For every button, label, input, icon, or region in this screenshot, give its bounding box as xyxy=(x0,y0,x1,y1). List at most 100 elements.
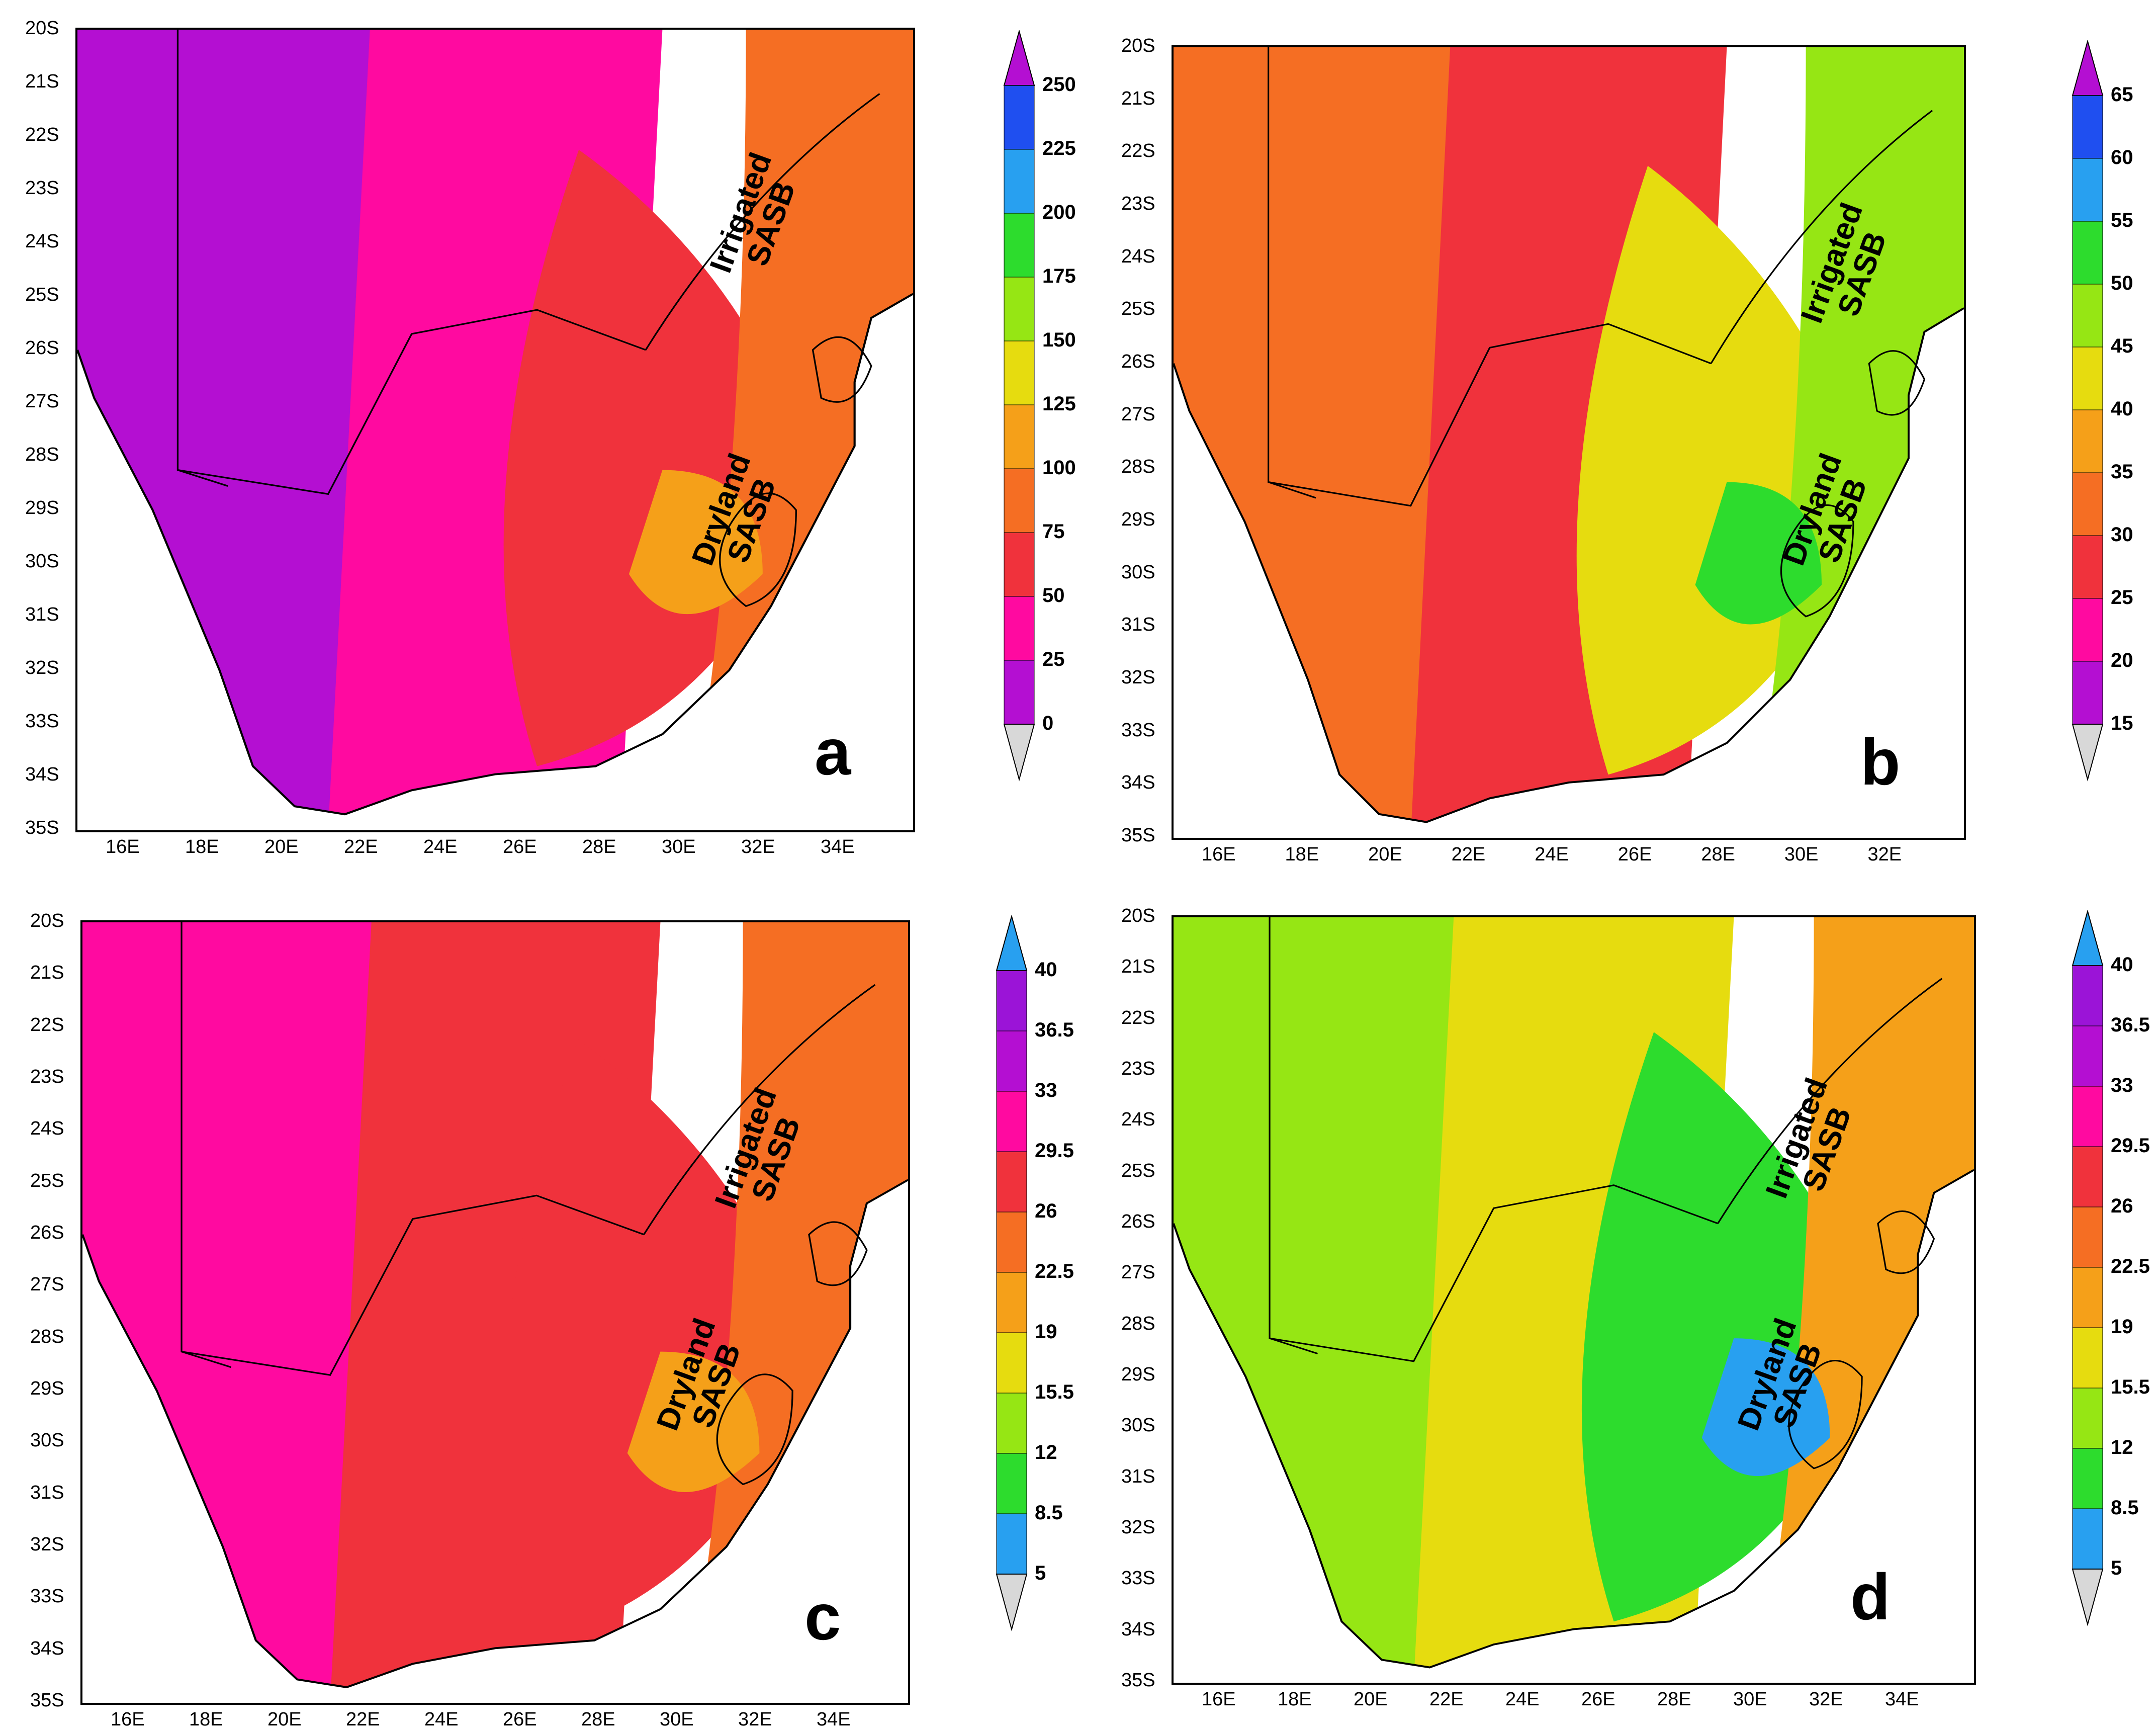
lon-tick-label: 32E xyxy=(741,836,775,857)
panel-letter: b xyxy=(1860,725,1901,799)
map-panel-d xyxy=(1172,915,1976,1685)
panel-letter: a xyxy=(815,715,851,789)
colorbar-segment xyxy=(2072,661,2103,725)
lat-tick-label: 21S xyxy=(1121,956,1155,978)
lat-tick-label: 21S xyxy=(1121,88,1155,109)
colorbar-label: 200 xyxy=(1042,201,1076,223)
colorbar-label: 250 xyxy=(1042,73,1076,96)
colorbar-label: 15 xyxy=(2111,712,2133,734)
colorbar-label: 100 xyxy=(1042,457,1076,479)
lon-tick-label: 20E xyxy=(267,1709,302,1730)
colorbar-label: 225 xyxy=(1042,137,1076,159)
country-border xyxy=(643,984,876,1235)
colorbar-segment xyxy=(996,1332,1027,1394)
map-panel-b xyxy=(1172,45,1966,840)
lon-tick-label: 34E xyxy=(1885,1689,1919,1710)
lon-tick-label: 32E xyxy=(1809,1689,1843,1710)
colorbar-segment xyxy=(996,1211,1027,1273)
lat-tick-label: 22S xyxy=(30,1014,64,1035)
colorbar-segment xyxy=(2072,1388,2103,1449)
lon-tick-label: 26E xyxy=(503,1709,537,1730)
colorbar-label: 36.5 xyxy=(1035,1019,1074,1041)
map-panel-c xyxy=(80,920,910,1705)
lon-tick-label: 28E xyxy=(1701,844,1735,865)
country-border xyxy=(1268,323,1712,507)
lat-tick-label: 26S xyxy=(30,1222,64,1243)
lat-tick-label: 29S xyxy=(30,1378,64,1399)
colorbar-segment xyxy=(1004,660,1035,725)
colorbar-segment xyxy=(1004,340,1035,405)
lat-tick-label: 21S xyxy=(25,71,59,92)
lat-tick-label: 31S xyxy=(1121,1465,1155,1487)
country-border xyxy=(177,309,646,495)
colorbar-a xyxy=(1003,30,1035,782)
lon-tick-label: 28E xyxy=(1657,1689,1691,1710)
lat-tick-label: 34S xyxy=(25,764,59,785)
colorbar-segment xyxy=(996,970,1027,1031)
colorbar-label: 29.5 xyxy=(2111,1135,2150,1157)
colorbar-label: 15.5 xyxy=(1035,1381,1074,1403)
field-highlands xyxy=(628,470,763,615)
lon-tick-label: 20E xyxy=(1354,1689,1388,1710)
field-highlands xyxy=(1695,482,1822,625)
lat-tick-label: 35S xyxy=(25,817,59,838)
lat-tick-label: 32S xyxy=(1121,1517,1155,1538)
colorbar-top-arrow xyxy=(996,915,1028,971)
lat-tick-label: 24S xyxy=(25,231,59,252)
lat-tick-label: 23S xyxy=(1121,193,1155,214)
colorbar-d xyxy=(2072,910,2104,1626)
colorbar-label: 12 xyxy=(1035,1441,1057,1463)
lat-tick-label: 20S xyxy=(1121,905,1155,926)
lat-tick-label: 33S xyxy=(30,1586,64,1607)
lat-tick-label: 22S xyxy=(1121,1007,1155,1028)
lat-tick-label: 25S xyxy=(1121,298,1155,320)
lat-tick-label: 23S xyxy=(25,178,59,199)
field-highlands xyxy=(1701,1338,1830,1477)
colorbar-label: 22.5 xyxy=(1035,1260,1074,1282)
colorbar-label: 150 xyxy=(1042,329,1076,351)
colorbar-bottom-arrow xyxy=(1003,724,1035,782)
lon-tick-label: 30E xyxy=(1784,844,1819,865)
lon-tick-label: 26E xyxy=(1581,1689,1615,1710)
lat-tick-label: 20S xyxy=(30,910,64,931)
country-border xyxy=(1269,1184,1719,1362)
colorbar-label: 33 xyxy=(1035,1079,1057,1101)
map-field-a xyxy=(77,30,913,816)
colorbar-segment xyxy=(1004,277,1035,341)
country-border xyxy=(1780,504,1854,618)
lat-tick-label: 25S xyxy=(25,284,59,305)
lat-tick-label: 29S xyxy=(1121,1364,1155,1385)
lon-tick-label: 30E xyxy=(662,836,696,857)
lat-tick-label: 27S xyxy=(30,1274,64,1295)
colorbar-label: 0 xyxy=(1042,712,1054,734)
lat-tick-label: 31S xyxy=(25,604,59,625)
lat-tick-label: 31S xyxy=(1121,614,1155,636)
colorbar-label: 55 xyxy=(2111,209,2133,231)
colorbar-label: 75 xyxy=(1042,521,1065,543)
lon-tick-label: 16E xyxy=(106,836,140,857)
lon-tick-label: 16E xyxy=(1202,844,1236,865)
lon-tick-label: 18E xyxy=(1278,1689,1312,1710)
colorbar-label: 8.5 xyxy=(2111,1497,2139,1519)
coastline xyxy=(82,1179,908,1688)
colorbar-segment xyxy=(1004,85,1035,150)
map-field-c xyxy=(82,922,908,1688)
lat-tick-label: 29S xyxy=(25,497,59,518)
colorbar-label: 5 xyxy=(1035,1562,1046,1584)
lon-tick-label: 22E xyxy=(1451,844,1486,865)
lat-tick-label: 30S xyxy=(25,551,59,572)
colorbar-label: 26 xyxy=(2111,1195,2133,1217)
lat-tick-label: 26S xyxy=(25,337,59,359)
lat-tick-label: 29S xyxy=(1121,509,1155,530)
colorbar-segment xyxy=(2072,535,2103,599)
colorbar-segment xyxy=(2072,965,2103,1026)
country-border xyxy=(812,336,872,403)
colorbar-label: 30 xyxy=(2111,524,2133,546)
colorbar-segment xyxy=(1004,468,1035,533)
colorbar-label: 22.5 xyxy=(2111,1255,2150,1277)
lon-tick-label: 24E xyxy=(424,1709,459,1730)
lat-tick-label: 35S xyxy=(1121,825,1155,846)
colorbar-label: 35 xyxy=(2111,461,2133,483)
colorbar-label: 50 xyxy=(1042,584,1065,607)
lat-tick-label: 30S xyxy=(1121,1415,1155,1436)
